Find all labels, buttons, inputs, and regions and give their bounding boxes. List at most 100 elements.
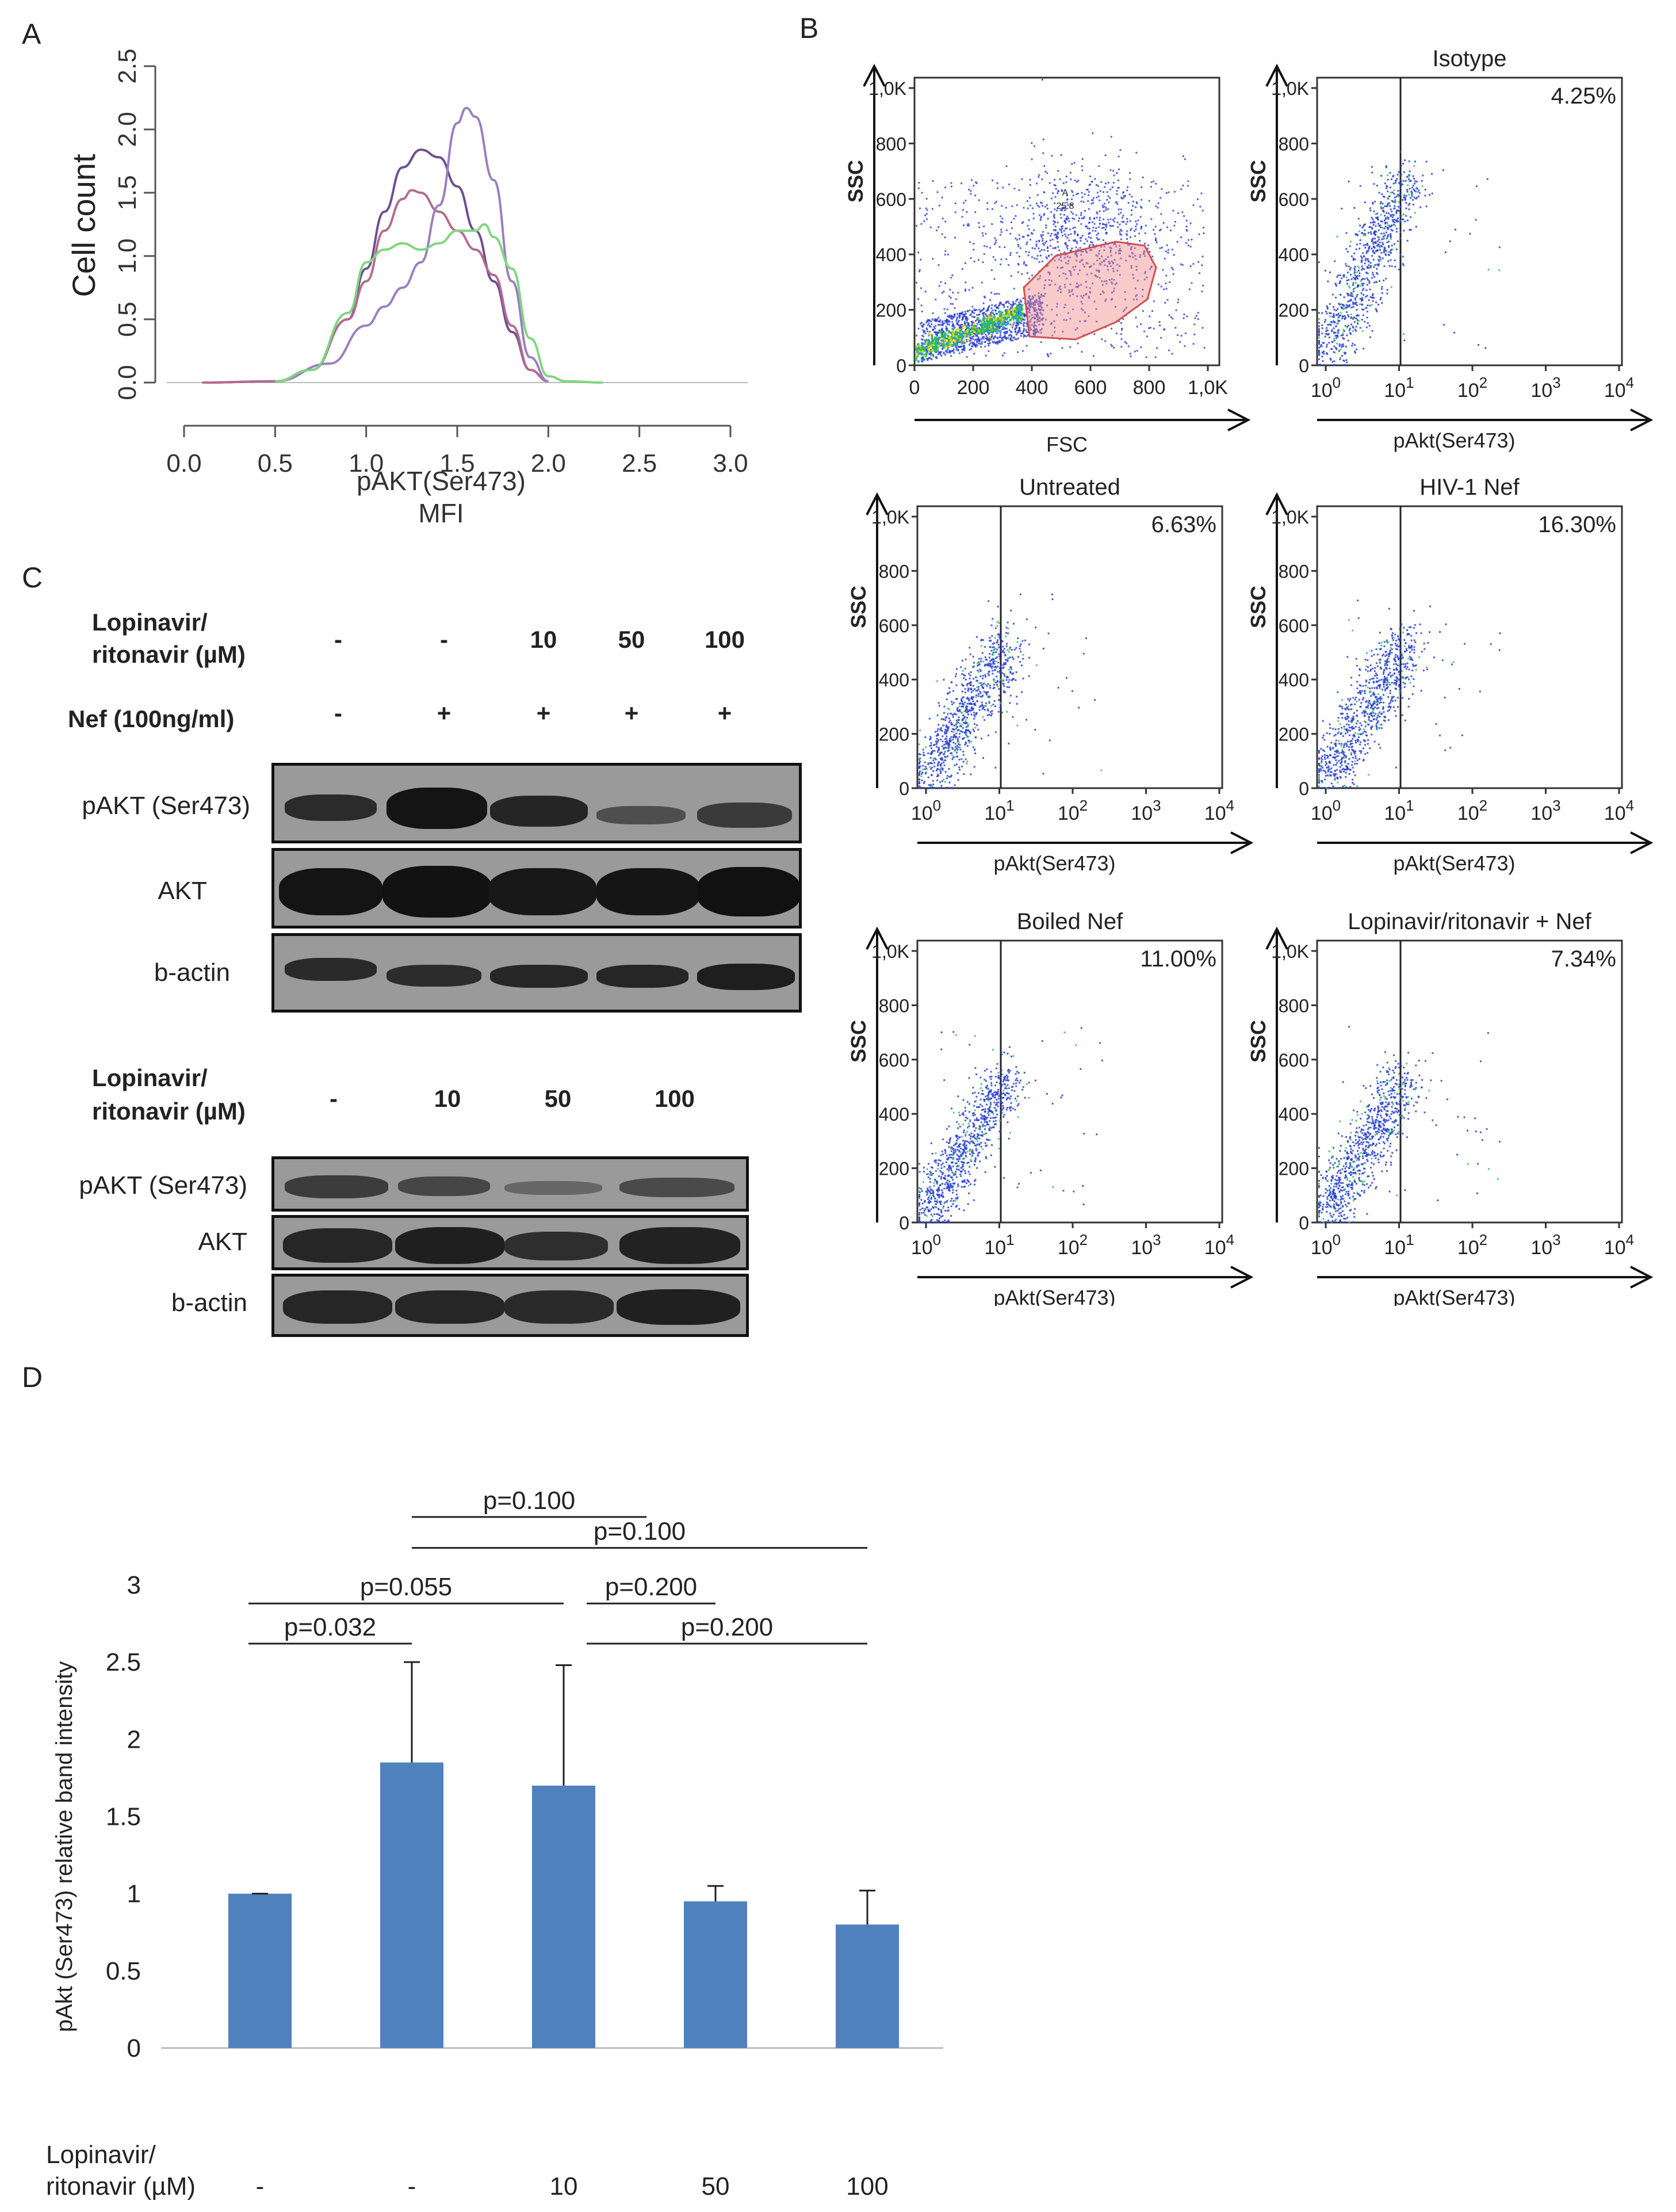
flow-x-tick-label: 400 [1016,377,1049,399]
x-axis-arrowhead [1630,408,1654,431]
wb-bottom-treatment-label-1: Lopinavir/ [92,1064,208,1091]
bar-y-tick-label: 3 [127,1571,141,1599]
x-axis-arrowhead [1230,831,1254,854]
bar-row1-label: ritonavir (µM) [46,2172,196,2200]
panel-label-d: D [22,1361,43,1393]
flow-x-tick-label: 100 [911,797,941,824]
flow-y-tick-label: 0 [1299,356,1309,376]
wb-bottom-row-label-actin: b-actin [171,1289,247,1317]
flow-plot-title: HIV-1 Nef [1419,475,1520,500]
wb-bottom-akt-blot [271,1215,749,1270]
significance-label: p=0.055 [360,1573,452,1601]
histogram-y-tick-label: 2.5 [113,48,141,83]
flow-cytometry-panels: SSC 0 200 400 600 800 1,0K 0 200 400 600 800 1,0K FSC… [844,46,1654,1306]
flow-y-tick-label: 600 [879,616,909,636]
pakt-axis-label: pAkt(Ser473) [1393,429,1515,452]
flow-x-tick-label: 101 [1384,1231,1414,1259]
flow-x-tick-label: 103 [1131,797,1161,824]
ssc-axis-arrowhead [1265,492,1288,515]
flow-x-tick-label: 102 [1058,797,1088,824]
flow-y-tick-label: 800 [1279,561,1309,582]
bar-y-tick-label: 1 [127,1880,141,1908]
flow-plot-frame [916,505,1223,789]
flow-y-tick-label: 800 [879,561,909,582]
flow-plot-frame [913,77,1220,366]
panel-label-b: B [799,12,819,44]
flow-y-tick-label: 0 [896,356,906,376]
gate-label: A [1062,188,1069,198]
flow-x-tick-label: 1,0K [1188,377,1228,399]
flow-x-tick-label: 100 [911,1231,941,1259]
flow-x-tick-label: 104 [1604,374,1634,402]
flow-y-tick-label: 1,0K [1271,507,1309,528]
flow-x-tick-label: 101 [1384,797,1414,824]
ssc-axis-arrowhead [1265,926,1288,950]
wb-bottom-treatment-value: 10 [434,1085,461,1112]
flow-x-tick-label: 600 [1074,377,1107,399]
histogram-y-tick-label: 1.0 [113,238,141,273]
flow-x-tick-label: 200 [957,377,990,399]
flow-y-tick-label: 800 [876,133,906,154]
flow-plot-percent: 11.00% [1140,946,1216,972]
wb-bottom-treatment-label-2: ritonavir (µM) [92,1098,246,1125]
histogram-y-label: Cell count [66,154,102,297]
flow-x-tick-label: 104 [1604,1231,1634,1259]
flow-y-tick-label: 200 [879,1159,909,1179]
flow-plot: SSC 0 200 400 600 800 1,0K 100 101 102 103 104 pAkt(… [847,909,1254,1306]
bar [836,1924,899,2048]
histogram-x-tick-label: 2.0 [531,449,566,477]
flow-x-tick-label: 103 [1530,797,1560,824]
histogram-chart: 0.0 0.5 1.0 1.5 2.0 2.5 3.00.00.51.01.52.02.5 … [66,48,748,528]
significance-label: p=0.100 [594,1518,686,1546]
flow-x-tick-label: 103 [1530,1231,1560,1259]
wb-top-nef-label: Nef (100ng/ml) [68,705,235,732]
flow-plot-percent: 6.63% [1151,512,1216,537]
flow-y-tick-label: 400 [879,1104,909,1125]
ssc-axis-arrowhead [1265,63,1288,87]
flow-plot-title: Isotype [1433,46,1507,71]
flow-y-tick-label: 600 [876,189,906,210]
x-axis-arrowhead [1230,1266,1254,1289]
wb-top-treatment-value: - [334,626,342,653]
histogram-x-tick-label: 1.0 [349,449,384,477]
flow-plot: SSC 0 200 400 600 800 1,0K 100 101 102 103 104 pAkt(… [1246,475,1654,875]
bar [684,1901,747,2048]
flow-plot-title: Untreated [1019,475,1120,500]
x-axis-arrowhead [1630,1266,1654,1289]
flow-y-tick-label: 200 [876,300,906,321]
histogram-x-tick-label: 1.5 [439,449,475,477]
bar-chart-y-label: pAkt (Ser473) relative band intensity [52,1661,77,2033]
histogram-x-tick-label: 0.5 [258,449,293,477]
fsc-axis-label: FSC [1046,433,1088,456]
x-axis-arrowhead [1227,408,1251,431]
bar-row1-value: - [408,2172,416,2200]
flow-x-tick-label: 103 [1131,1231,1161,1259]
flow-x-tick-label: 102 [1058,1231,1088,1259]
flow-x-tick-label: 101 [984,797,1014,824]
ssc-axis-label: SSC [1246,1020,1270,1063]
bar-row1-value: 100 [846,2172,888,2200]
wb-bottom-row-label-akt: AKT [198,1228,247,1256]
flow-plot-percent: 4.25% [1551,83,1616,109]
flow-x-tick-label: 0 [909,377,920,399]
flow-y-tick-label: 200 [1279,300,1309,321]
flow-x-tick-label: 100 [1311,797,1341,824]
wb-bottom-pakt-blot [271,1156,749,1212]
flow-plot-frame [1316,939,1623,1224]
flow-plot-percent: 16.30% [1538,512,1616,537]
ssc-axis-label: SSC [847,586,870,628]
x-axis-arrowhead [1630,831,1654,854]
flow-plot-percent: 7.34% [1551,946,1616,972]
wb-top-nef-value: + [437,700,451,727]
flow-x-tick-label: 104 [1604,797,1634,824]
flow-y-tick-label: 400 [879,670,909,690]
bar-y-tick-label: 0 [127,2034,141,2062]
histogram-series-line [202,189,549,384]
fsc-gate [1023,240,1157,341]
flow-plot: SSC 0 200 400 600 800 1,0K 100 101 102 103 104 pAkt(… [847,475,1254,875]
bar-row1-label: Lopinavir/ [46,2141,156,2169]
significance-label: p=0.032 [284,1613,376,1641]
significance-label: p=0.200 [605,1573,697,1601]
bar-chart: 00.511.522.53---+10+50+100+Lopinavir/rit… [46,1487,943,2200]
flow-y-tick-label: 600 [1279,616,1309,636]
